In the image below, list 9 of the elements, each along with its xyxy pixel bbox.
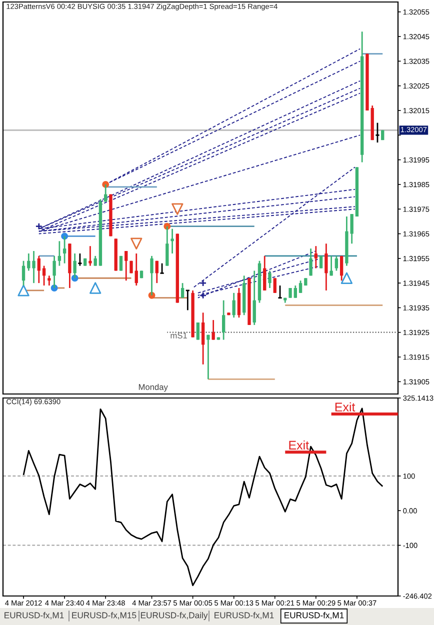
series-label: Exit — [289, 440, 309, 450]
text: EURUSD-fx,M15 — [72, 612, 136, 620]
text: EURUSD-fx,M1 — [4, 612, 64, 620]
text: EURUSD-fx,M1 — [214, 612, 274, 620]
text: EURUSD-fx,Daily — [140, 612, 208, 620]
text: EURUSD-fx,M1 — [284, 612, 344, 620]
annotation: Monday — [138, 384, 168, 392]
series-label: Exit — [335, 402, 356, 412]
series-label: mS1 — [170, 332, 187, 338]
